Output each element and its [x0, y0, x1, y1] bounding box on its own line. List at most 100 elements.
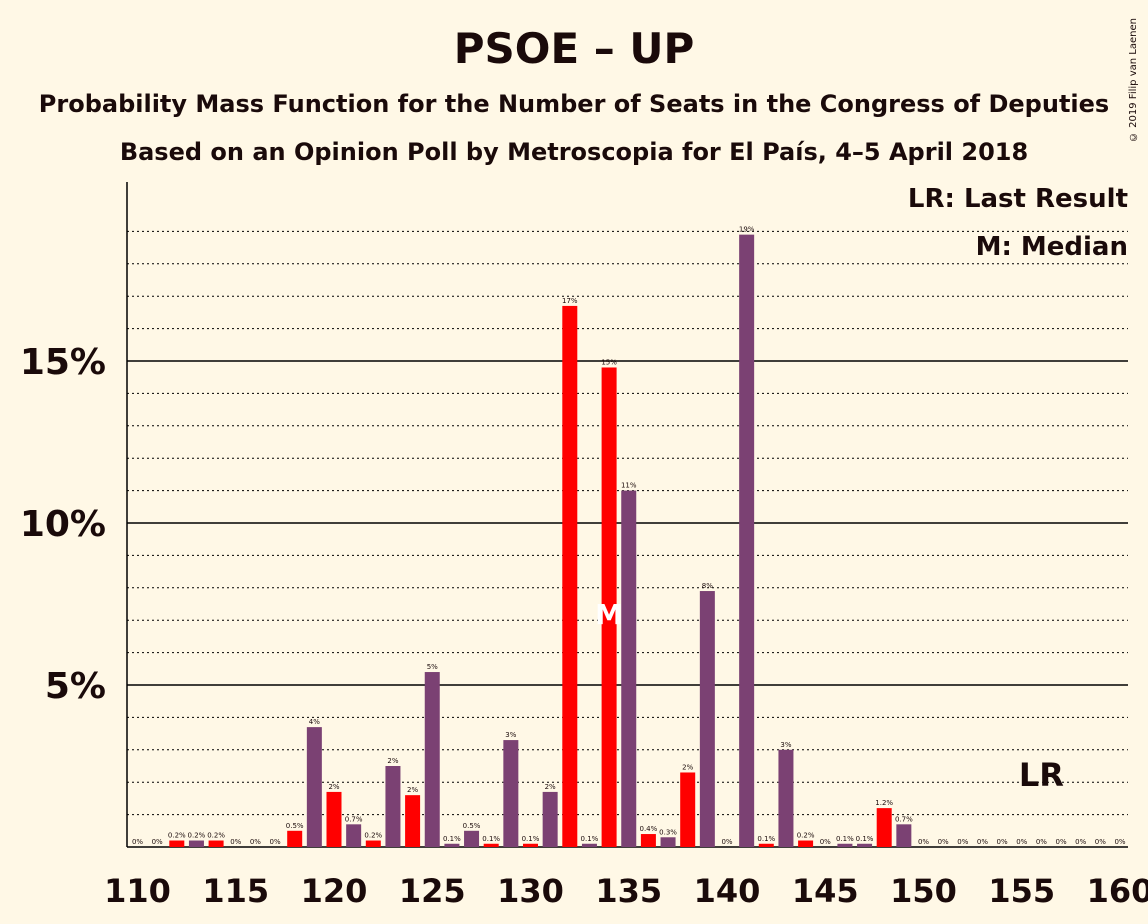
legend-last-result: LR: Last Result [907, 184, 1128, 214]
data-label-seat-114: 0.2% [207, 832, 225, 840]
data-label-seat-132: 17% [562, 297, 578, 305]
data-label-seat-128: 0.1% [482, 835, 500, 843]
data-label-seat-158: 0% [1075, 838, 1086, 846]
x-tick-label: 110 [104, 872, 171, 910]
data-label-seat-117: 0% [269, 838, 280, 846]
bar-seat-144 [798, 840, 814, 847]
data-label-seat-120: 2% [328, 783, 339, 791]
data-label-seat-146: 0.1% [836, 835, 854, 843]
bar-seat-131 [542, 791, 558, 847]
data-label-seat-151: 0% [938, 838, 949, 846]
data-label-seat-138: 2% [682, 763, 693, 771]
chart-subtitle: Probability Mass Function for the Number… [38, 90, 1110, 118]
data-label-seat-159: 0% [1095, 838, 1106, 846]
bar-seat-124 [405, 795, 421, 847]
x-tick-label: 130 [497, 872, 564, 910]
bar-seat-139 [699, 591, 715, 847]
data-label-seat-125: 5% [427, 663, 438, 671]
data-label-seat-143: 3% [780, 741, 791, 749]
bar-seat-138 [680, 772, 696, 847]
bar-seat-135 [621, 490, 637, 847]
data-label-seat-122: 0.2% [364, 832, 382, 840]
data-label-seat-149: 0.7% [895, 815, 913, 823]
data-label-seat-155: 0% [1016, 838, 1027, 846]
x-tick-label: 155 [988, 872, 1055, 910]
data-label-seat-116: 0% [250, 838, 261, 846]
data-label-seat-129: 3% [505, 731, 516, 739]
x-tick-label: 120 [301, 872, 368, 910]
bar-seat-126 [444, 843, 460, 847]
data-label-seat-121: 0.7% [345, 815, 363, 823]
data-label-seat-157: 0% [1055, 838, 1066, 846]
data-label-seat-134: 15% [601, 358, 617, 366]
bar-seat-119 [306, 727, 322, 847]
x-tick-label: 145 [792, 872, 859, 910]
data-label-seat-154: 0% [997, 838, 1008, 846]
bar-seat-149 [896, 824, 912, 847]
bar-seat-147 [857, 843, 873, 847]
bar-seat-142 [758, 843, 774, 847]
bar-seat-114 [208, 840, 224, 847]
bar-seat-129 [503, 740, 519, 847]
data-label-seat-142: 0.1% [757, 835, 775, 843]
data-label-seat-156: 0% [1036, 838, 1047, 846]
bar-seat-137 [660, 837, 676, 847]
x-tick-label: 140 [694, 872, 761, 910]
bar-seat-148 [876, 808, 892, 847]
data-label-seat-112: 0.2% [168, 832, 186, 840]
data-label-seat-124: 2% [407, 786, 418, 794]
y-tick-label: 5% [45, 666, 106, 707]
data-label-seat-130: 0.1% [522, 835, 540, 843]
bar-seat-132 [562, 305, 578, 847]
bar-seat-146 [837, 843, 853, 847]
median-marker: M [595, 598, 623, 631]
y-tick-label: 10% [20, 504, 106, 545]
legend-median: M: Median [975, 232, 1128, 262]
data-label-seat-148: 1.2% [875, 799, 893, 807]
bar-seat-121 [346, 824, 362, 847]
data-label-seat-160: 0% [1114, 838, 1125, 846]
data-label-seat-153: 0% [977, 838, 988, 846]
bar-seat-133 [581, 843, 597, 847]
bar-seat-130 [523, 843, 538, 847]
data-label-seat-119: 4% [309, 718, 320, 726]
data-label-seat-147: 0.1% [856, 835, 874, 843]
data-label-seat-118: 0.5% [286, 822, 304, 830]
data-label-seat-136: 0.4% [640, 825, 658, 833]
x-tick-label: 160 [1087, 872, 1148, 910]
bar-seat-125 [424, 672, 440, 847]
data-label-seat-135: 11% [621, 482, 637, 490]
y-tick-label: 15% [20, 342, 106, 383]
data-label-seat-150: 0% [918, 838, 929, 846]
data-label-seat-113: 0.2% [188, 832, 206, 840]
bar-seat-123 [385, 766, 401, 847]
last-result-marker: LR [1019, 756, 1064, 794]
data-label-seat-152: 0% [957, 838, 968, 846]
bar-seat-112 [169, 840, 185, 847]
x-tick-label: 135 [595, 872, 662, 910]
data-label-seat-110: 0% [132, 838, 143, 846]
data-label-seat-115: 0% [230, 838, 241, 846]
bar-seat-127 [464, 830, 480, 847]
data-label-seat-139: 8% [702, 582, 713, 590]
data-label-seat-127: 0.5% [463, 822, 481, 830]
bar-seat-141 [739, 234, 755, 847]
data-label-seat-140: 0% [721, 838, 732, 846]
chart-title: PSOE – UP [453, 24, 695, 73]
bar-seat-143 [778, 749, 794, 847]
bar-seat-120 [326, 791, 342, 847]
data-label-seat-137: 0.3% [659, 828, 677, 836]
data-label-seat-111: 0% [152, 838, 163, 846]
bar-seat-134 [601, 367, 617, 847]
chart-subtitle-poll: Based on an Opinion Poll by Metroscopia … [119, 138, 1029, 166]
data-label-seat-123: 2% [387, 757, 398, 765]
bar-seat-113 [188, 840, 204, 847]
data-label-seat-144: 0.2% [797, 832, 815, 840]
bar-seat-136 [640, 834, 656, 847]
data-label-seat-133: 0.1% [581, 835, 599, 843]
data-label-seat-126: 0.1% [443, 835, 461, 843]
data-label-seat-131: 2% [545, 783, 556, 791]
x-tick-label: 115 [202, 872, 269, 910]
x-tick-label: 125 [399, 872, 466, 910]
